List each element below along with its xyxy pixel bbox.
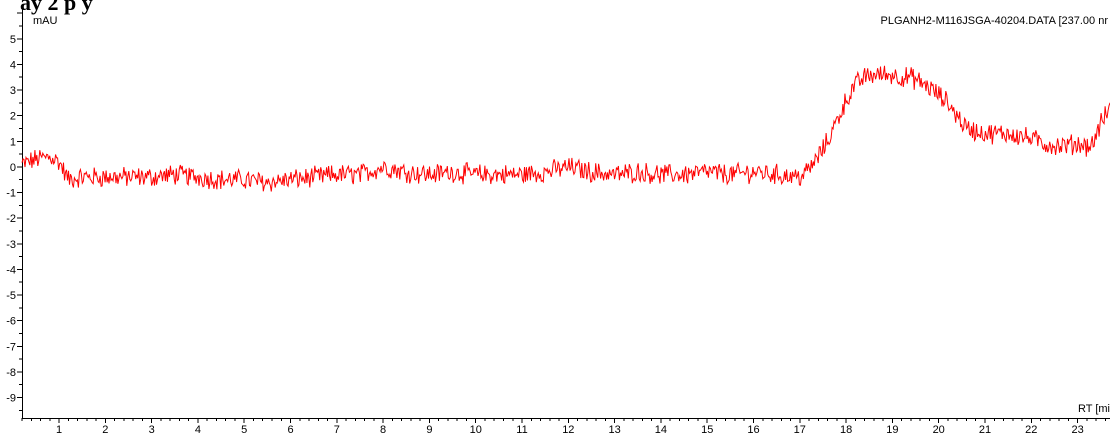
x-axis-label: RT [mi [1078,403,1110,415]
y-tick-label: -7 [6,341,16,353]
x-tick-label: 8 [380,424,386,434]
x-tick-label: 21 [979,424,991,434]
y-tick-label: -6 [6,316,16,328]
x-tick-label: 17 [794,424,806,434]
chart-title-fragment: ay 2 p y [20,0,93,15]
y-tick-label: -2 [6,213,16,225]
x-tick-label: 2 [102,424,108,434]
y-axis-ticks: 5 4 3 2 1 0 -1 -2 -3 -4 -5 -6 -7 -8 -9 [6,12,22,411]
x-tick-label: 4 [195,424,201,434]
x-tick-label: 19 [886,424,898,434]
x-tick-label: 13 [608,424,620,434]
y-tick-label: -8 [6,367,16,379]
y-tick-label: 3 [10,85,16,97]
y-tick-label: -3 [6,239,16,251]
y-tick-label: 2 [10,111,16,123]
y-tick-label: 1 [10,136,16,148]
clipped-title: ay 2 p y [20,0,93,15]
x-tick-label: 10 [470,424,482,434]
y-tick-label: -4 [6,264,16,276]
y-tick-label: 5 [10,34,16,46]
x-tick-label: 18 [840,424,852,434]
x-tick-label: 11 [516,424,527,434]
x-tick-label: 9 [426,424,432,434]
x-tick-label: 5 [241,424,247,434]
y-axis-label: mAU [33,15,58,27]
x-axis-ticks: 1 2 3 4 5 6 7 8 9 10 11 12 13 14 15 16 17 18 19 20 21 22 23 [21,418,1106,434]
x-tick-label: 6 [287,424,293,434]
x-tick-label: 1 [56,424,62,434]
x-tick-label: 16 [747,424,759,434]
y-tick-label: -1 [6,188,16,200]
y-tick-label: -5 [6,290,16,302]
legend-entry: PLGANH2-M116JSGA-40204.DATA [237.00 nr [881,15,1109,27]
x-tick-label: 7 [334,424,340,434]
x-tick-label: 23 [1071,424,1083,434]
x-tick-label: 3 [149,424,155,434]
x-tick-label: 12 [562,424,574,434]
series-line [21,65,1110,192]
y-tick-label: -9 [6,393,16,405]
x-tick-label: 15 [701,424,713,434]
x-tick-label: 22 [1025,424,1037,434]
x-tick-label: 14 [655,424,667,434]
y-tick-label: 0 [10,162,16,174]
y-tick-label: 4 [10,59,16,71]
axes [22,8,1110,419]
series-group [21,65,1110,192]
x-tick-label: 20 [933,424,945,434]
